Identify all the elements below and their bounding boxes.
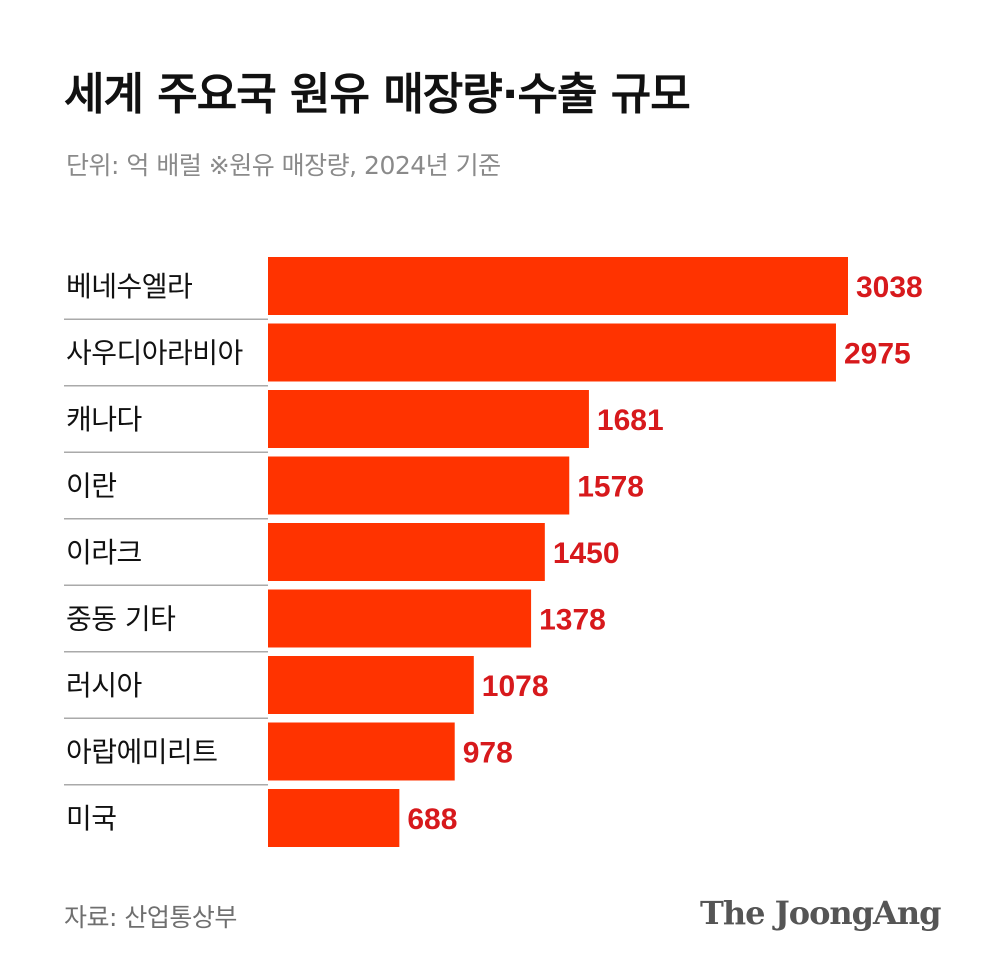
bar [268, 257, 848, 315]
value-label: 3038 [856, 271, 923, 304]
category-label: 베네수엘라 [66, 270, 192, 303]
category-label: 이라크 [66, 536, 142, 569]
category-label: 사우디아라비아 [66, 337, 243, 370]
value-label: 1378 [539, 604, 606, 637]
value-label: 1450 [553, 537, 620, 570]
value-label: 1078 [482, 670, 549, 703]
bar [268, 589, 532, 648]
bar [268, 323, 836, 382]
category-label: 캐나다 [66, 403, 142, 436]
bar [268, 722, 455, 781]
brand-logo: The JoongAng [700, 894, 942, 932]
source-note: 자료: 산업통상부 [64, 903, 237, 932]
category-label: 중동 기타 [66, 603, 175, 636]
category-label: 러시아 [66, 669, 142, 702]
chart-title: 세계 주요국 원유 매장량·수출 규모 [64, 69, 691, 120]
value-label: 1681 [597, 404, 664, 437]
value-label: 978 [463, 737, 513, 770]
value-label: 1578 [577, 471, 644, 504]
category-label: 미국 [66, 802, 117, 835]
value-label: 2975 [844, 338, 911, 371]
bar [268, 789, 400, 847]
category-label: 이란 [66, 470, 117, 503]
bar [268, 523, 545, 581]
bar [268, 390, 589, 448]
chart-subtitle: 단위: 억 배럴 ※원유 매장량, 2024년 기준 [66, 151, 501, 180]
category-label: 아랍에미리트 [66, 736, 218, 769]
bar [268, 456, 570, 515]
bar [268, 656, 474, 714]
value-label: 688 [407, 803, 457, 836]
